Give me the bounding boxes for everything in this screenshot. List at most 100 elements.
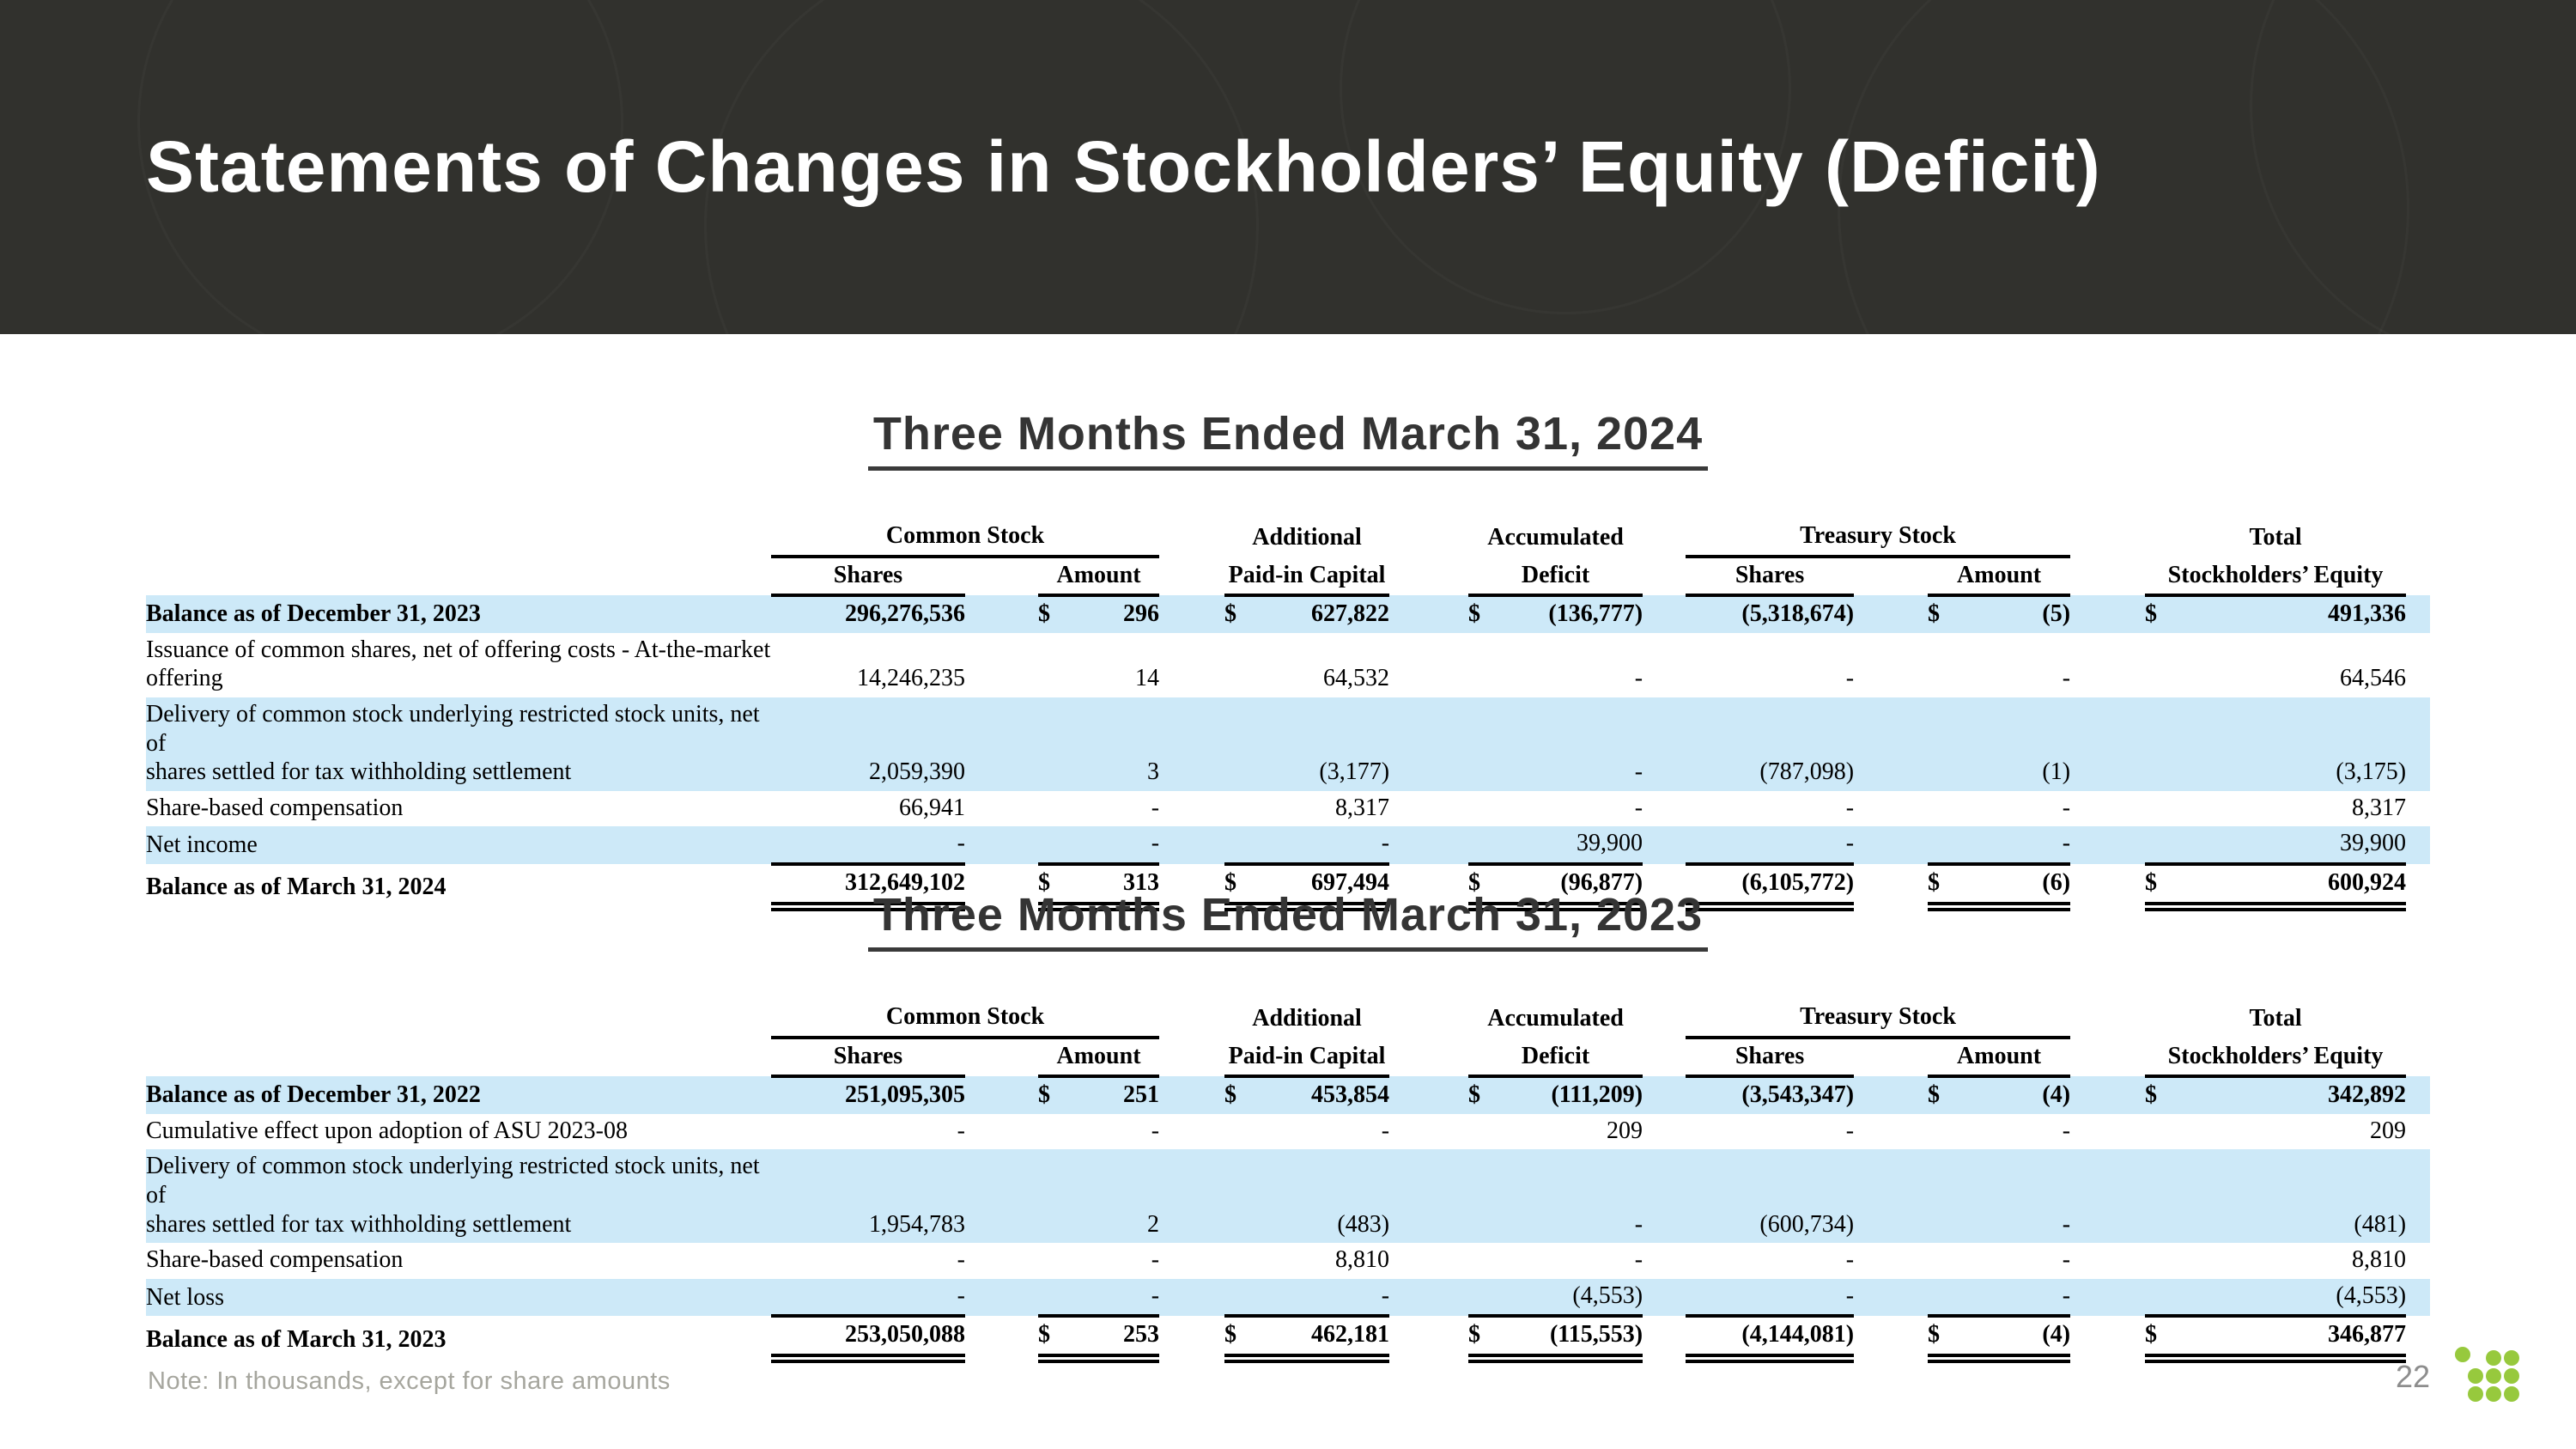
column-header-stockholders-equity: Stockholders’ Equity xyxy=(2145,1037,2407,1079)
logo-dot xyxy=(2504,1368,2519,1384)
column-spacer xyxy=(1643,1278,1686,1317)
currency-symbol xyxy=(1468,1278,1504,1317)
currency-symbol: $ xyxy=(1468,868,1481,896)
currency-symbol: $ xyxy=(1468,595,1504,633)
currency-symbol xyxy=(1928,826,1963,864)
cell-apic: 8,810 xyxy=(1335,1246,1390,1274)
column-spacer xyxy=(965,557,1038,596)
cell-total_equity: $600,924 xyxy=(2145,861,2407,911)
column-spacer xyxy=(1854,697,1929,791)
column-spacer xyxy=(2406,1316,2430,1358)
column-group-additional: Additional xyxy=(1252,1005,1362,1032)
column-spacer xyxy=(2070,826,2146,864)
column-spacer xyxy=(1389,697,1469,791)
cell-apic: - xyxy=(1259,826,1390,864)
currency-symbol: $ xyxy=(1038,868,1050,896)
cell-ts_shares: (4,144,081) xyxy=(1686,1314,1855,1363)
column-header-stockholders-equity: Stockholders’ Equity xyxy=(2145,556,2407,598)
row-label: Balance as of December 31, 2023 xyxy=(146,595,771,633)
currency-symbol: $ xyxy=(2145,868,2158,896)
cell-total_equity: (481) xyxy=(2184,1149,2407,1244)
row-label: Net income xyxy=(146,826,771,864)
column-spacer xyxy=(1389,1076,1469,1114)
column-spacer xyxy=(1389,519,1468,557)
column-spacer xyxy=(1389,557,1468,596)
cell-cs_amount: - xyxy=(1151,1246,1160,1274)
currency-symbol: $ xyxy=(1038,595,1072,633)
cell-total_equity: 39,900 xyxy=(2184,826,2407,864)
cell-cs_amount: - xyxy=(1072,1278,1160,1317)
cell-cs_shares: - xyxy=(957,1246,965,1274)
column-spacer xyxy=(1854,633,1928,697)
currency-symbol xyxy=(1468,1149,1504,1244)
column-spacer xyxy=(1854,791,1928,827)
column-header-amount: Amount xyxy=(1038,556,1160,598)
cell-cs_amount: 296 xyxy=(1072,595,1160,633)
table-row: Delivery of common stock underlying rest… xyxy=(146,697,2431,791)
cell-cs_amount: 251 xyxy=(1072,1076,1160,1114)
currency-symbol xyxy=(1038,1278,1072,1317)
row-label xyxy=(146,1000,771,1038)
column-group-total: Total xyxy=(2249,1005,2302,1032)
currency-symbol: $ xyxy=(1928,595,1963,633)
column-spacer xyxy=(1854,1278,1929,1317)
cell-apic: - xyxy=(1259,1278,1390,1317)
column-spacer xyxy=(965,1316,1038,1358)
column-spacer xyxy=(2070,1114,2145,1150)
currency-symbol: $ xyxy=(1224,868,1237,896)
cell-value: 462,181 xyxy=(1311,1321,1390,1349)
cell-ts_amount: (5) xyxy=(1962,595,2071,633)
table-row: Net loss - - - (4,553) - - (4,553) xyxy=(146,1278,2431,1317)
money-cell: $ (4) xyxy=(1928,1320,2070,1349)
cell-ts_shares: - xyxy=(1686,826,1855,864)
cell-deficit: - xyxy=(1503,1149,1643,1244)
currency-symbol xyxy=(1928,791,1962,827)
currency-symbol xyxy=(1468,697,1504,791)
cell-value: 253 xyxy=(1123,1321,1160,1349)
cell-deficit: (111,209) xyxy=(1503,1076,1643,1114)
column-header-treasury-shares: Shares xyxy=(1686,1037,1855,1079)
cell-total_equity: $346,877 xyxy=(2145,1314,2407,1363)
column-spacer xyxy=(1854,1149,1929,1244)
column-spacer xyxy=(2406,1000,2430,1038)
column-spacer xyxy=(965,1038,1038,1077)
cell-total_equity: (4,553) xyxy=(2184,1278,2407,1317)
column-spacer xyxy=(1159,697,1225,791)
currency-symbol: $ xyxy=(1928,1076,1963,1114)
column-spacer xyxy=(1643,519,1686,557)
row-label xyxy=(146,557,771,596)
table-header-row: Shares Amount Paid-in Capital Deficit Shares… xyxy=(146,1037,2430,1079)
cell-cs_amount: $313 xyxy=(1038,861,1160,911)
money-cell: $ (6) xyxy=(1928,868,2070,897)
cell-cs_amount: - xyxy=(1151,794,1160,821)
currency-symbol xyxy=(1224,697,1260,791)
column-spacer xyxy=(965,826,1038,864)
column-spacer xyxy=(1389,1316,1468,1358)
column-spacer xyxy=(1854,1038,1928,1077)
cell-cs_shares: 253,050,088 xyxy=(771,1314,965,1363)
column-spacer xyxy=(1389,633,1468,697)
column-spacer xyxy=(1643,1076,1686,1114)
cell-cs_amount: - xyxy=(1151,1117,1160,1144)
cell-ts_shares: - xyxy=(1845,1117,1855,1144)
cell-cs_shares: 251,095,305 xyxy=(771,1076,965,1114)
cell-apic: 64,532 xyxy=(1323,665,1390,692)
cell-deficit: - xyxy=(1634,1246,1643,1274)
currency-symbol xyxy=(2145,633,2184,697)
column-spacer xyxy=(2406,633,2430,697)
currency-symbol: $ xyxy=(1224,1076,1260,1114)
currency-symbol: $ xyxy=(1038,1321,1050,1349)
column-spacer xyxy=(1643,1243,1686,1279)
currency-symbol: $ xyxy=(1928,868,1941,896)
table-row: Share-based compensation - - 8,810 - - - 8,810 xyxy=(146,1243,2430,1279)
table-row: Share-based compensation 66,941 - 8,317 - - - 8… xyxy=(146,791,2430,827)
row-label: Delivery of common stock underlying rest… xyxy=(146,1149,771,1244)
column-spacer xyxy=(1159,1038,1224,1077)
currency-symbol xyxy=(2145,826,2184,864)
column-spacer xyxy=(2406,519,2430,557)
table-header-row: Common Stock Additional Accumulated Treasur… xyxy=(146,1000,2430,1039)
column-spacer xyxy=(965,1114,1038,1150)
currency-symbol xyxy=(2145,697,2184,791)
column-group-treasury-stock: Treasury Stock xyxy=(1686,519,2071,558)
column-spacer xyxy=(2070,697,2146,791)
